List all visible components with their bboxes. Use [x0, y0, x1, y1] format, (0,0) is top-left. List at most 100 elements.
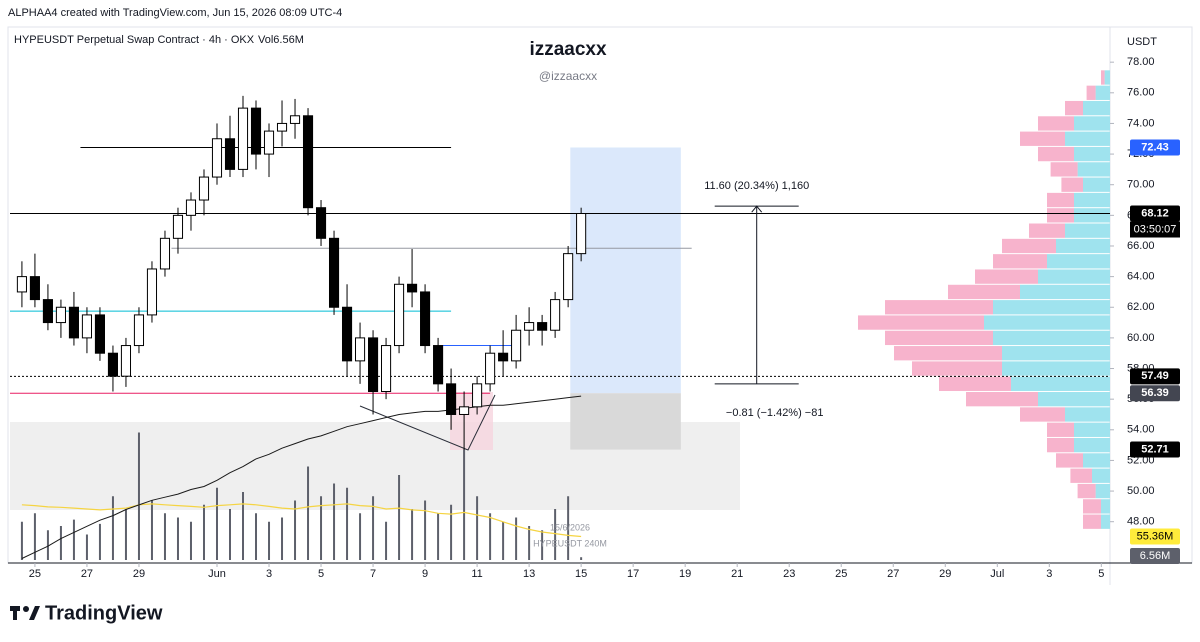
y-tick-label: 62.00 [1127, 301, 1155, 313]
countdown-badge [1130, 221, 1180, 238]
candle-body [198, 176, 210, 201]
moving-average [21, 395, 582, 559]
axis-layer: 48.0050.0052.0054.0056.0058.0060.0062.00… [29, 56, 1180, 580]
profile-down [966, 392, 1038, 407]
x-tick-label: 17 [627, 568, 639, 580]
profile-down [1077, 483, 1096, 499]
volume-bar [489, 513, 492, 560]
profile-down [1047, 437, 1074, 453]
candle-body [289, 115, 301, 124]
x-tick-label: Jul [990, 568, 1004, 580]
profile-up [993, 330, 1110, 346]
watermark-handle: @izzaacxx [539, 69, 597, 83]
candle-body [29, 276, 40, 301]
footer-logo [10, 606, 40, 620]
profile-up [1038, 392, 1110, 407]
x-tick-label: 21 [731, 568, 743, 580]
profile-down [1047, 192, 1074, 208]
profile-up [1002, 361, 1110, 376]
price-badge [1130, 139, 1180, 156]
candle-body [146, 268, 158, 316]
profile-up [1011, 376, 1110, 392]
volume-bar [176, 517, 179, 560]
x-tick-label: 3 [266, 568, 272, 580]
currency: USDT [1127, 36, 1157, 48]
x-tick-label: 29 [133, 568, 145, 580]
profile-up [1074, 208, 1110, 223]
x-tick-label: 13 [523, 568, 535, 580]
candle-body [524, 322, 535, 331]
volume-bar [255, 513, 258, 560]
candle-body [42, 299, 53, 324]
profile-down [975, 269, 1038, 284]
profile-up [1101, 499, 1110, 514]
volume-bar [476, 496, 479, 560]
x-tick-label: 3 [1046, 568, 1052, 580]
profile-up [1020, 284, 1110, 300]
profile-up [1074, 437, 1110, 453]
profile-down [1050, 162, 1078, 177]
y-tick-label: 64.00 [1127, 271, 1155, 283]
volume-bar [333, 483, 336, 560]
footer-brand: TradingView [45, 602, 163, 624]
main-layer: 11.60 (20.34%) 1,160 −0.81 (−1.42%) −81 [16, 95, 823, 559]
candle-body [185, 199, 197, 216]
profile-up [1095, 85, 1110, 100]
measure-label: 11.60 (20.34%) 1,160 [704, 180, 809, 192]
pattern-line [359, 394, 496, 451]
profile-down [1038, 116, 1074, 131]
candle-body [537, 322, 548, 331]
volume-bar [359, 513, 362, 560]
y-tick-label: 74.00 [1127, 117, 1155, 129]
volume-bar [541, 530, 544, 560]
y-tick-label: 50.00 [1127, 485, 1155, 497]
volume-bar [554, 509, 557, 560]
volume-bar [268, 521, 271, 560]
candle-body [224, 138, 236, 170]
x-tick-label: 7 [370, 568, 376, 580]
profile-up [1038, 269, 1110, 284]
volume-bar [33, 513, 36, 560]
candle-body [263, 130, 275, 155]
candle-body [211, 138, 223, 178]
profile-down [1029, 223, 1065, 238]
price-badge-label: 57.49 [1141, 370, 1169, 382]
candle-body [576, 213, 587, 255]
candle-body [237, 107, 249, 170]
candle-body [315, 207, 327, 239]
chart-title: HYPEUSDT Perpetual Swap Contract · 4h · … [14, 34, 255, 46]
y-tick-label: 48.00 [1127, 516, 1155, 528]
profile-down [1101, 70, 1105, 85]
profile-down [1086, 85, 1096, 100]
candle-body [381, 345, 392, 393]
profile-up [1074, 146, 1110, 162]
candle-body [276, 122, 288, 132]
candle-body [511, 329, 522, 362]
profile-up [1002, 346, 1110, 361]
profile-up [1074, 116, 1110, 131]
volume-bar [424, 500, 427, 560]
profile-down [1056, 453, 1083, 468]
volume-bar [307, 466, 310, 560]
volume-bar [98, 523, 101, 560]
watermark: izzaacxx [529, 39, 607, 60]
x-tick-label: 5 [318, 568, 324, 580]
profile-down [1038, 146, 1074, 162]
candle-body [328, 237, 340, 308]
volume-badge-label: 55.36M [1137, 530, 1174, 542]
x-tick-label: 29 [939, 568, 951, 580]
candle-body [16, 276, 27, 293]
profile-up [1065, 407, 1110, 422]
volume-bar [398, 475, 401, 560]
profile-down [1047, 208, 1074, 223]
x-tick-label: 23 [783, 568, 795, 580]
profile-down [993, 254, 1047, 269]
profile-down [885, 330, 993, 346]
watermark-volume: HYPEUSDT 240M [533, 538, 607, 548]
volume-bar [189, 521, 192, 560]
volume-bar [163, 513, 166, 560]
volume-bar [46, 530, 49, 560]
profile-down [858, 315, 984, 330]
candle-body [563, 253, 574, 301]
volume-bar [59, 526, 62, 560]
